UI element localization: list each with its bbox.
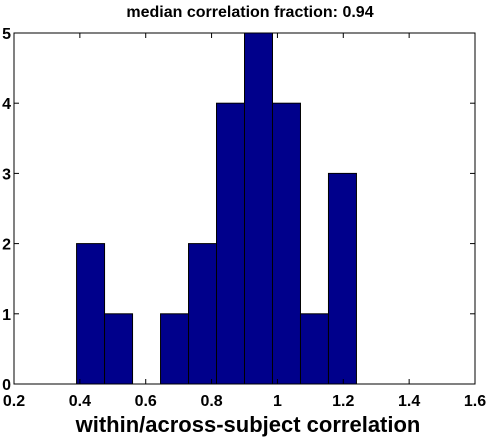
histogram-bar-5 xyxy=(216,102,245,385)
x-tick-label-4: 1 xyxy=(273,393,282,410)
y-tick-label-4: 4 xyxy=(2,96,11,113)
x-tick-label-7: 1.6 xyxy=(464,393,486,410)
histogram-bar-9 xyxy=(327,172,357,385)
x-tick-label-1: 0.4 xyxy=(69,393,91,410)
x-tick-label-5: 1.2 xyxy=(332,393,354,410)
tick-labels-group: 0.2 0.4 0.6 0.8 1 1.2 1.4 1.6 0 1 2 3 4 5 xyxy=(2,26,486,410)
x-tick-label-2: 0.6 xyxy=(135,393,157,410)
bars-group xyxy=(76,32,357,385)
axes-box xyxy=(13,32,476,385)
chart-title: median correlation fraction: 0.94 xyxy=(126,4,373,21)
x-tick-label-6: 1.4 xyxy=(398,393,420,410)
y-tick-label-5: 5 xyxy=(2,26,11,43)
histogram-bar-3 xyxy=(160,313,190,385)
x-axis-label: within/across-subject correlation xyxy=(75,412,421,437)
y-tick-label-3: 3 xyxy=(2,166,11,183)
histogram-bar-1 xyxy=(104,313,134,385)
y-tick-label-2: 2 xyxy=(2,237,11,254)
y-tick-label-1: 1 xyxy=(2,307,11,324)
x-tick-label-3: 0.8 xyxy=(200,393,222,410)
y-tick-label-0: 0 xyxy=(2,377,11,394)
histogram-bar-7 xyxy=(271,102,301,385)
x-tick-label-0: 0.2 xyxy=(3,393,25,410)
histogram-bar-0 xyxy=(76,243,106,385)
histogram-bar-4 xyxy=(188,243,218,385)
ticks-group xyxy=(13,32,476,385)
histogram-bar-6 xyxy=(244,32,273,385)
histogram-bar-8 xyxy=(299,313,329,385)
